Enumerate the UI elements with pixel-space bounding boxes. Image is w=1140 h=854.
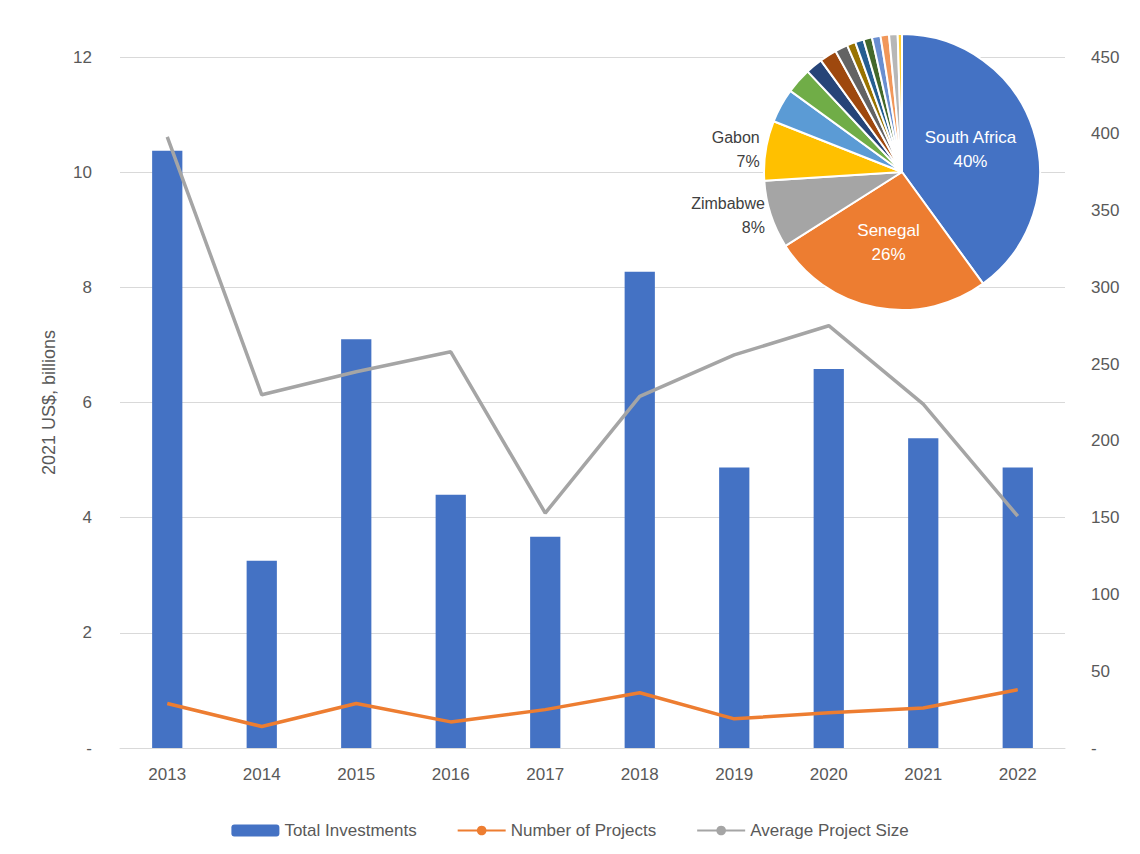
svg-text:12: 12 (73, 48, 92, 67)
svg-text:350: 350 (1091, 201, 1119, 220)
svg-text:2021: 2021 (904, 765, 942, 784)
svg-text:8%: 8% (742, 219, 765, 236)
svg-text:2020: 2020 (810, 765, 848, 784)
svg-text:2022: 2022 (999, 765, 1037, 784)
svg-text:2019: 2019 (715, 765, 753, 784)
svg-text:Number of Projects: Number of Projects (511, 821, 656, 840)
svg-text:South Africa: South Africa (925, 128, 1017, 147)
svg-text:2021 US$, billions: 2021 US$, billions (39, 330, 59, 475)
svg-text:50: 50 (1091, 662, 1110, 681)
svg-text:2017: 2017 (526, 765, 564, 784)
svg-text:Average Project Size: Average Project Size (750, 821, 908, 840)
svg-text:2015: 2015 (337, 765, 375, 784)
svg-text:8: 8 (83, 278, 92, 297)
svg-text:Gabon: Gabon (712, 129, 760, 146)
svg-text:250: 250 (1091, 355, 1119, 374)
svg-text:450: 450 (1091, 48, 1119, 67)
svg-text:2: 2 (83, 623, 92, 642)
svg-text:40%: 40% (953, 152, 987, 171)
svg-text:200: 200 (1091, 431, 1119, 450)
svg-text:Senegal: Senegal (857, 221, 919, 240)
svg-text:7%: 7% (737, 153, 760, 170)
svg-text:10: 10 (73, 163, 92, 182)
svg-text:-: - (86, 739, 92, 758)
svg-text:26%: 26% (871, 245, 905, 264)
svg-text:Zimbabwe: Zimbabwe (691, 195, 765, 212)
svg-text:150: 150 (1091, 508, 1119, 527)
svg-text:6: 6 (83, 393, 92, 412)
svg-text:400: 400 (1091, 124, 1119, 143)
svg-text:2018: 2018 (621, 765, 659, 784)
svg-text:-: - (1091, 739, 1097, 758)
svg-text:Total Investments: Total Investments (284, 821, 416, 840)
svg-text:100: 100 (1091, 585, 1119, 604)
svg-text:300: 300 (1091, 278, 1119, 297)
svg-text:2016: 2016 (432, 765, 470, 784)
svg-text:2014: 2014 (243, 765, 281, 784)
svg-text:4: 4 (83, 508, 92, 527)
svg-text:2013: 2013 (148, 765, 186, 784)
